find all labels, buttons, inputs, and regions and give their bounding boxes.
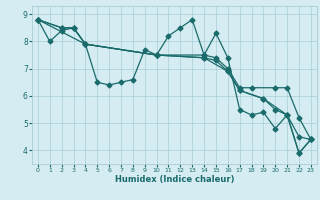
X-axis label: Humidex (Indice chaleur): Humidex (Indice chaleur) bbox=[115, 175, 234, 184]
